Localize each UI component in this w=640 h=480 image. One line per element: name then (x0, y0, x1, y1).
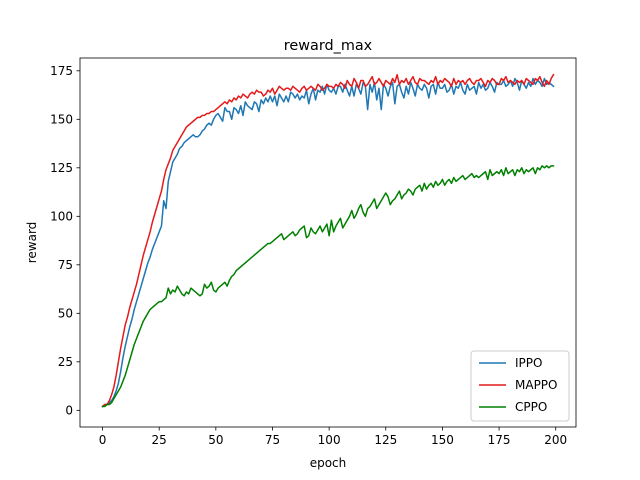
series-line-cppo (101, 165, 555, 408)
x-tick-label: 150 (431, 433, 454, 447)
x-tick-label: 100 (318, 433, 341, 447)
y-axis: 0 25 50 75 100 125 150 175 (50, 64, 80, 417)
x-tick-label: 0 (99, 433, 107, 447)
y-tick-label: 25 (58, 355, 73, 369)
y-tick-label: 175 (50, 64, 73, 78)
legend-box (470, 350, 570, 422)
y-tick-label: 125 (50, 161, 73, 175)
series-line-ippo (101, 77, 555, 408)
series-line-mappo (101, 73, 555, 408)
y-tick-label: 150 (50, 112, 73, 126)
x-tick-label: 125 (374, 433, 397, 447)
x-axis-label: epoch (310, 456, 347, 470)
chart-title: reward_max (284, 38, 373, 54)
y-tick-label: 0 (65, 403, 73, 417)
legend-label-mappo: MAPPO (515, 378, 557, 392)
legend-label-cppo: CPPO (515, 400, 547, 414)
y-tick-label: 50 (58, 306, 73, 320)
y-tick-label: 75 (58, 258, 73, 272)
series-layer (101, 73, 555, 408)
x-tick-label: 175 (488, 433, 511, 447)
legend: IPPO MAPPO CPPO (470, 350, 570, 422)
x-tick-label: 200 (544, 433, 567, 447)
x-axis: 0 25 50 75 100 125 150 175 200 (99, 427, 567, 447)
x-tick-label: 50 (208, 433, 223, 447)
x-tick-label: 25 (152, 433, 167, 447)
legend-label-ippo: IPPO (515, 356, 542, 370)
x-tick-label: 75 (265, 433, 280, 447)
axes-frame (79, 57, 577, 428)
y-tick-label: 100 (50, 209, 73, 223)
y-axis-label: reward (25, 222, 39, 264)
